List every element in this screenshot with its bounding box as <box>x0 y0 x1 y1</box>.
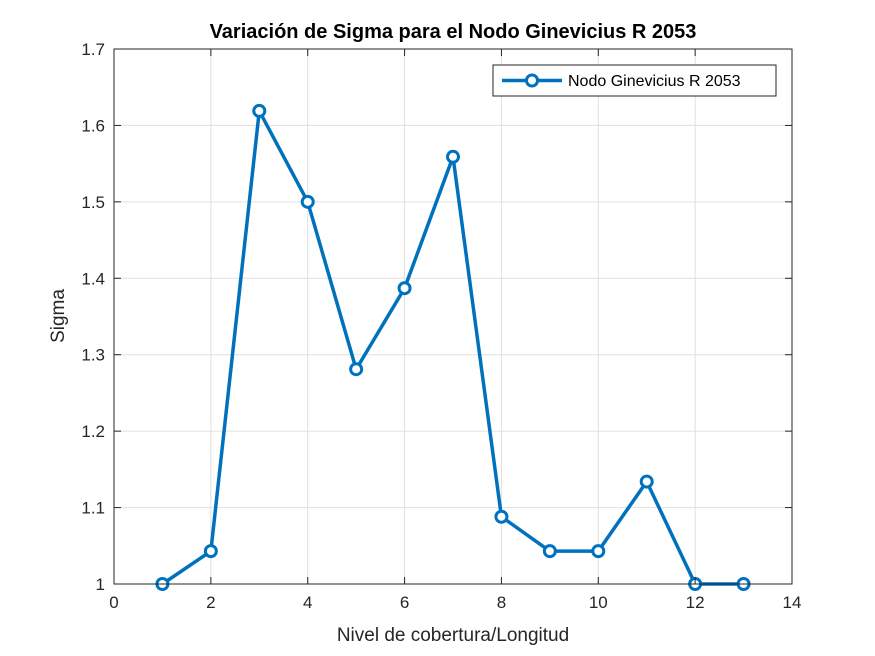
x-axis-label: Nivel de cobertura/Longitud <box>337 625 569 646</box>
ticks <box>113 48 793 585</box>
x-tick-label: 0 <box>109 593 118 612</box>
x-tick-label: 10 <box>589 593 608 612</box>
data-point <box>591 544 606 559</box>
legend-marker-sample <box>525 73 539 88</box>
data-point <box>349 362 364 377</box>
x-tick-labels: 0 2 4 6 8 10 12 14 <box>109 593 801 612</box>
y-tick-label: 1.4 <box>81 269 105 288</box>
x-tick-label: 14 <box>783 593 802 612</box>
chart-title: Variación de Sigma para el Nodo Ginevici… <box>210 21 697 43</box>
y-tick-label: 1.6 <box>81 116 105 135</box>
y-tick-label: 1.5 <box>81 193 105 212</box>
x-tick-label: 6 <box>400 593 409 612</box>
legend-label: Nodo Ginevicius R 2053 <box>568 73 741 90</box>
y-tick-label: 1.7 <box>81 40 105 59</box>
data-point <box>542 544 557 559</box>
x-tick-label: 12 <box>686 593 705 612</box>
data-point <box>203 544 218 559</box>
data-point <box>639 474 654 489</box>
data-point <box>252 103 267 118</box>
data-point <box>397 281 412 296</box>
y-axis-label: Sigma <box>48 289 69 343</box>
data-point <box>494 509 509 524</box>
data-point <box>300 194 315 209</box>
x-tick-label: 2 <box>206 593 215 612</box>
y-tick-label: 1.3 <box>81 346 105 365</box>
series-layer <box>155 103 751 591</box>
data-point <box>446 149 460 164</box>
y-tick-labels: 1 1.1 1.2 1.3 1.4 1.5 1.6 1.7 <box>81 40 105 594</box>
y-tick-label: 1.2 <box>81 422 105 441</box>
axes-box <box>113 48 793 585</box>
plot-area <box>114 49 792 584</box>
x-tick-label: 4 <box>303 593 312 612</box>
y-tick-label: 1 <box>96 575 105 594</box>
x-tick-label: 8 <box>497 593 506 612</box>
legend: Nodo Ginevicius R 2053 <box>492 64 777 97</box>
y-tick-label: 1.1 <box>81 499 105 518</box>
